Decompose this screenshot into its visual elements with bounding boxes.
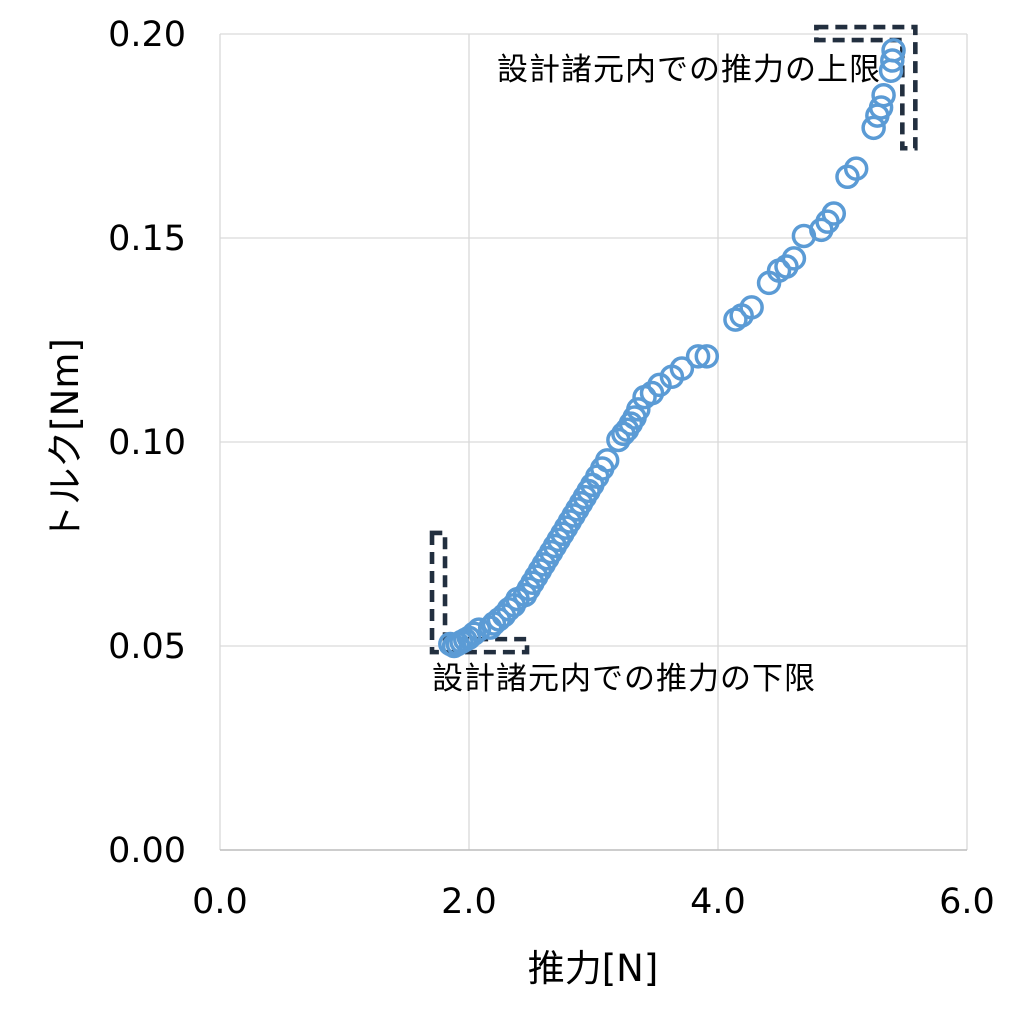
x-tick-label: 2.0 (441, 882, 497, 922)
data-point-marker (880, 48, 905, 73)
data-point-marker (669, 356, 695, 381)
annotation-brackets (429, 24, 918, 655)
limit-bracket (814, 24, 918, 151)
data-point-marker (871, 82, 896, 108)
x-axis-title: 推力[N] (527, 947, 659, 990)
data-point-marker (466, 617, 492, 642)
data-point-marker (594, 448, 620, 473)
data-point-marker (843, 156, 869, 181)
annotation-upper-thrust-limit: 設計諸元内での推力の上限 (497, 52, 881, 88)
y-tick-label: 0.10 (108, 423, 186, 463)
y-tick-label: 0.05 (108, 627, 186, 667)
gridlines (219, 33, 968, 851)
data-point-marker (626, 397, 651, 422)
y-tick-label: 0.15 (108, 219, 186, 259)
data-point-marker (781, 246, 807, 271)
y-axis-title: トルク[Nm] (44, 338, 87, 542)
data-point-marker (861, 115, 886, 141)
data-points (438, 38, 906, 659)
data-point-marker (647, 372, 672, 398)
data-point-marker (461, 621, 487, 647)
tick-labels: 0.0 2.0 4.0 6.0 0.00 0.05 0.10 0.15 0.20 (108, 15, 995, 922)
data-point-marker (685, 344, 711, 369)
data-point-marker (868, 95, 894, 120)
data-point-marker (774, 254, 799, 279)
limit-bracket (429, 530, 530, 655)
x-tick-label: 0.0 (192, 882, 248, 922)
data-point-marker (639, 380, 665, 406)
data-point-marker (881, 38, 906, 63)
x-tick-label: 6.0 (939, 882, 995, 922)
x-tick-label: 4.0 (690, 882, 746, 922)
data-point-marker (694, 344, 720, 369)
data-point-marker (739, 295, 764, 320)
annotation-lower-thrust-limit: 設計諸元内での推力の下限 (432, 661, 816, 697)
y-tick-label: 0.20 (108, 15, 186, 55)
data-point-marker (821, 201, 847, 226)
y-tick-label: 0.00 (108, 831, 186, 871)
